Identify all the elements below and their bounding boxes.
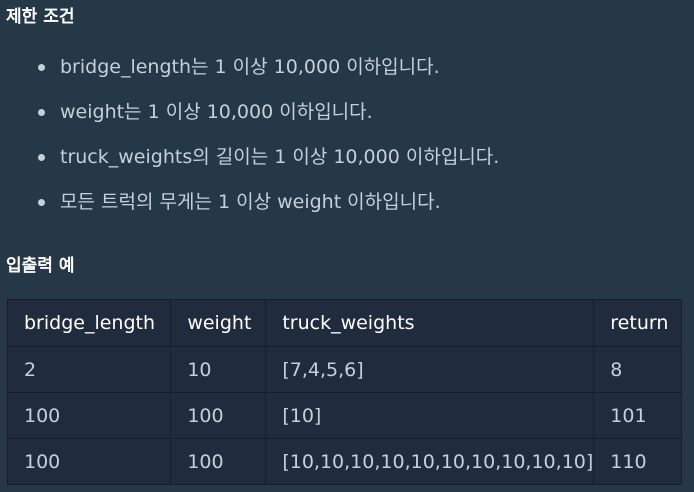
table-header-row: bridge_length weight truck_weights retur… — [6, 299, 682, 347]
constraints-list: bridge_length는 1 이상 10,000 이하입니다. weight… — [0, 48, 499, 228]
examples-heading: 입출력 예 — [6, 256, 75, 276]
header-weight: weight — [170, 299, 267, 347]
bullet-icon — [38, 64, 45, 71]
cell-return: 8 — [593, 346, 682, 393]
cell-truck-weights: [7,4,5,6] — [265, 346, 595, 393]
cell-bridge-length: 2 — [6, 346, 172, 393]
table-row: 100 100 [10] 101 — [6, 392, 682, 439]
cell-weight: 10 — [170, 346, 267, 393]
table-row: 100 100 [10,10,10,10,10,10,10,10,10,10] … — [6, 438, 682, 485]
cell-bridge-length: 100 — [6, 392, 172, 439]
table-row: 2 10 [7,4,5,6] 8 — [6, 346, 682, 393]
bullet-icon — [38, 199, 45, 206]
cell-return: 101 — [593, 392, 682, 439]
cell-truck-weights: [10,10,10,10,10,10,10,10,10,10] — [265, 438, 595, 485]
constraint-text: 모든 트럭의 무게는 1 이상 weight 이하입니다. — [60, 191, 441, 213]
cell-bridge-length: 100 — [6, 438, 172, 485]
cell-weight: 100 — [170, 392, 267, 439]
constraint-item: truck_weights의 길이는 1 이상 10,000 이하입니다. — [0, 138, 499, 183]
header-truck-weights: truck_weights — [265, 299, 595, 347]
header-return: return — [593, 299, 682, 347]
constraint-text: bridge_length는 1 이상 10,000 이하입니다. — [60, 56, 440, 78]
bullet-icon — [38, 109, 45, 116]
cell-truck-weights: [10] — [265, 392, 595, 439]
constraint-item: 모든 트럭의 무게는 1 이상 weight 이하입니다. — [0, 183, 499, 228]
bullet-icon — [38, 154, 45, 161]
constraint-text: truck_weights의 길이는 1 이상 10,000 이하입니다. — [60, 146, 500, 168]
examples-table: bridge_length weight truck_weights retur… — [6, 299, 682, 485]
constraint-item: bridge_length는 1 이상 10,000 이하입니다. — [0, 48, 499, 93]
cell-weight: 100 — [170, 438, 267, 485]
constraint-item: weight는 1 이상 10,000 이하입니다. — [0, 93, 499, 138]
header-bridge-length: bridge_length — [6, 299, 172, 347]
constraints-heading: 제한 조건 — [6, 7, 75, 27]
constraint-text: weight는 1 이상 10,000 이하입니다. — [60, 101, 373, 123]
cell-return: 110 — [593, 438, 682, 485]
